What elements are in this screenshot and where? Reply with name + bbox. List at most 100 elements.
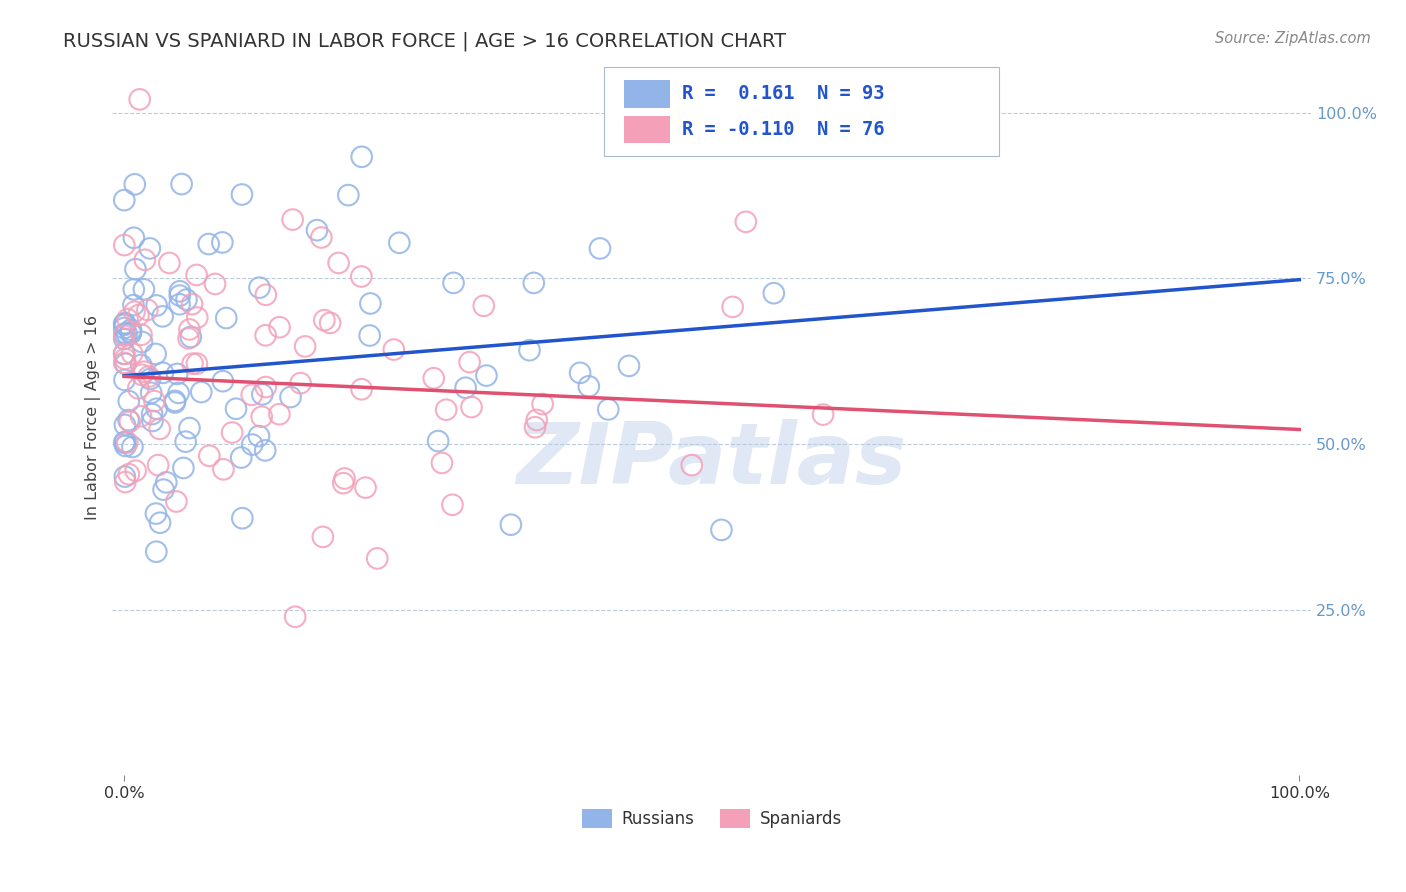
Point [231, 450, 253, 465]
Point [155, 475, 177, 490]
Text: R =  0.161  N = 93: R = 0.161 N = 93 [682, 85, 884, 103]
Point [152, 483, 174, 497]
Point [314, 313, 336, 327]
Point [531, 397, 554, 411]
Point [131, 334, 153, 349]
Point [117, 312, 139, 326]
Y-axis label: In Labor Force | Age > 16: In Labor Force | Age > 16 [86, 315, 101, 520]
Point [117, 413, 139, 427]
Point [169, 285, 191, 299]
Point [120, 325, 142, 339]
Point [305, 223, 328, 237]
Point [598, 402, 620, 417]
Point [124, 178, 146, 192]
Point [254, 380, 277, 394]
Point [332, 476, 354, 491]
Point [240, 388, 263, 402]
Text: ZIPatlas: ZIPatlas [516, 419, 907, 502]
Point [762, 286, 785, 301]
Point [114, 417, 136, 432]
Point [186, 357, 208, 371]
Point [139, 372, 162, 386]
Point [114, 351, 136, 366]
Point [124, 464, 146, 478]
Text: RUSSIAN VS SPANIARD IN LABOR FORCE | AGE > 16 CORRELATION CHART: RUSSIAN VS SPANIARD IN LABOR FORCE | AGE… [63, 31, 786, 51]
Point [472, 299, 495, 313]
Point [167, 385, 190, 400]
Point [211, 235, 233, 250]
Point [120, 326, 142, 341]
Point [284, 609, 307, 624]
Point [121, 440, 143, 454]
Point [112, 356, 135, 370]
Point [122, 298, 145, 312]
Point [149, 422, 172, 436]
Point [181, 297, 204, 311]
Point [333, 471, 356, 485]
Point [179, 421, 201, 435]
Point [294, 339, 316, 353]
Point [430, 456, 453, 470]
Point [475, 368, 498, 383]
Point [112, 193, 135, 207]
Point [382, 343, 405, 357]
Point [114, 434, 136, 449]
Point [128, 92, 150, 106]
Point [589, 242, 612, 256]
Point [328, 256, 350, 270]
Point [145, 298, 167, 312]
Point [152, 366, 174, 380]
Point [141, 414, 163, 428]
Point [112, 317, 135, 331]
Point [114, 316, 136, 330]
Point [136, 302, 159, 317]
Point [231, 187, 253, 202]
Point [354, 481, 377, 495]
Point [443, 276, 465, 290]
Point [434, 402, 457, 417]
Point [145, 401, 167, 416]
Point [121, 346, 143, 360]
Point [221, 425, 243, 440]
Point [145, 507, 167, 521]
Point [117, 435, 139, 450]
Point [311, 230, 333, 244]
FancyBboxPatch shape [603, 67, 1000, 156]
Point [132, 282, 155, 296]
Point [174, 434, 197, 449]
Point [337, 188, 360, 202]
Legend: Russians, Spaniards: Russians, Spaniards [575, 803, 848, 835]
Point [186, 268, 208, 282]
Point [131, 368, 153, 382]
Point [359, 296, 381, 310]
Point [122, 231, 145, 245]
Point [114, 373, 136, 387]
Bar [624, 80, 669, 108]
Point [710, 523, 733, 537]
Bar [624, 116, 669, 144]
Point [112, 328, 135, 343]
Point [149, 516, 172, 530]
Point [179, 322, 201, 336]
Point [578, 379, 600, 393]
Point [681, 458, 703, 472]
Point [254, 443, 277, 458]
Point [523, 276, 546, 290]
Point [350, 269, 373, 284]
Point [177, 331, 200, 345]
Point [169, 288, 191, 302]
Point [114, 469, 136, 483]
Point [172, 461, 194, 475]
Point [519, 343, 541, 358]
Point [112, 238, 135, 252]
Point [350, 382, 373, 396]
Text: Source: ZipAtlas.com: Source: ZipAtlas.com [1215, 31, 1371, 46]
Point [458, 355, 481, 369]
Point [141, 385, 163, 400]
Point [169, 297, 191, 311]
Point [120, 323, 142, 337]
Point [249, 280, 271, 294]
Point [134, 365, 156, 379]
Point [138, 369, 160, 384]
Point [422, 371, 444, 385]
